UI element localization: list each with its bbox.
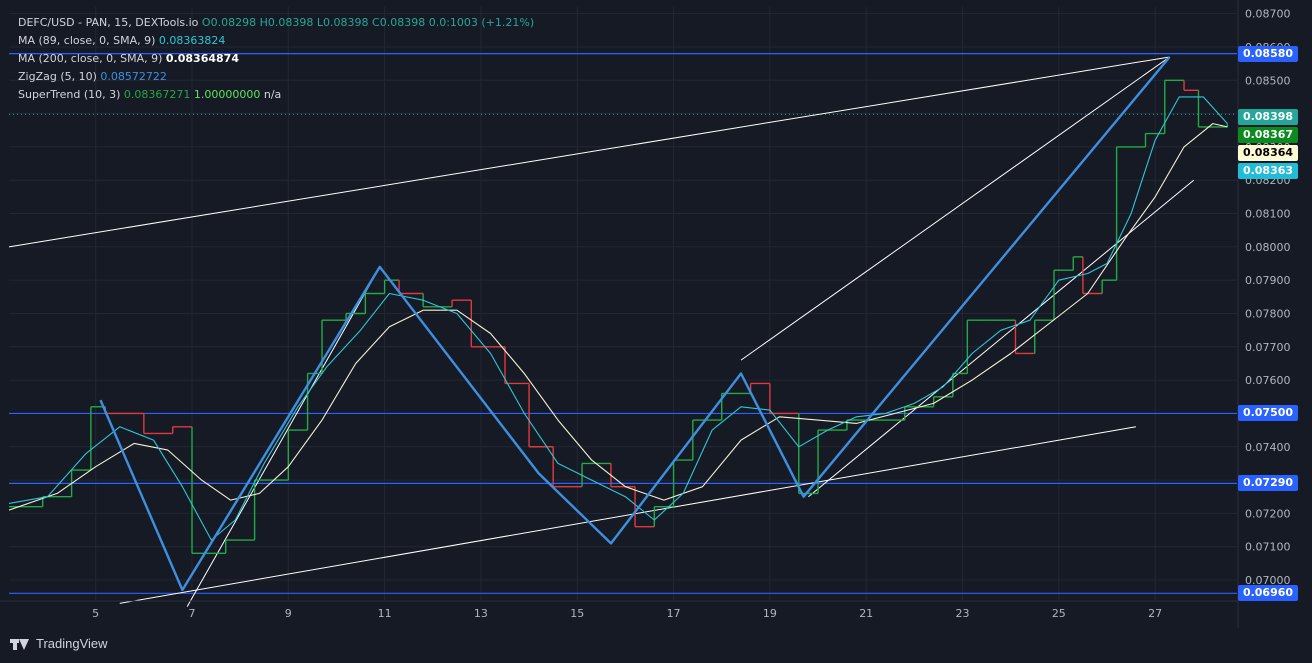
ma89-row[interactable]: MA (89, close, 0, SMA, 9) 0.08363824 (18, 32, 534, 50)
price-tick-label: 0.07800 (1245, 307, 1291, 320)
price-tick-label: 0.08500 (1245, 74, 1291, 87)
supertrend-value-1: 0.08367271 (123, 88, 191, 101)
time-tick-label: 23 (956, 607, 970, 620)
ohlc-close: 0.08398 (379, 16, 426, 29)
time-tick-label: 13 (474, 607, 488, 620)
time-tick-label: 25 (1052, 607, 1066, 620)
price-tick-label: 0.07000 (1245, 574, 1291, 587)
trend-line (186, 266, 381, 607)
ma89-curve (8, 96, 1228, 541)
price-tag: 0.08367 (1238, 127, 1298, 143)
symbol-row[interactable]: DEFC/USD - PAN, 15, DEXTools.io O0.08298… (18, 14, 534, 32)
price-tag: 0.07500 (1238, 405, 1298, 422)
ma200-value: 0.08364874 (165, 52, 239, 65)
horizontal-levels (9, 53, 1237, 594)
trend-line (119, 426, 1136, 604)
ohlc-low: 0.08398 (323, 16, 369, 29)
time-tick-label: 27 (1148, 607, 1162, 620)
ohlc-change: 0.0:1003 (+1.21%) (428, 16, 535, 29)
price-tick-label: 0.07200 (1245, 507, 1291, 520)
supertrend-value-2: 1.00000000 (193, 88, 261, 101)
supertrend-row[interactable]: SuperTrend (10, 3) 0.08367271 1.00000000… (18, 86, 534, 104)
ohlc-open-label: O (201, 16, 211, 29)
price-tick-label: 0.07600 (1245, 374, 1291, 387)
ma200-curve (8, 123, 1228, 511)
price-tick-label: 0.08000 (1245, 241, 1291, 254)
tradingview-logo[interactable]: TradingView (10, 636, 108, 651)
time-tick-label: 19 (763, 607, 777, 620)
ohlc-open: 0.08298 (210, 16, 257, 29)
ohlc-high-label: H (259, 16, 268, 29)
supertrend-label: SuperTrend (10, 3) (18, 88, 121, 101)
zigzag-line (99, 56, 1171, 592)
ma200-line (8, 123, 1228, 511)
ohlc-close-label: C (372, 16, 380, 29)
zigzag-path (99, 56, 1171, 592)
time-tick-label: 21 (859, 607, 873, 620)
supertrend-value-3: n/a (263, 88, 282, 101)
indicator-legend: DEFC/USD - PAN, 15, DEXTools.io O0.08298… (18, 14, 534, 104)
price-tag: 0.08398 (1238, 109, 1298, 125)
price-tick-label: 0.08100 (1245, 208, 1291, 221)
price-tag: 0.08363 (1238, 163, 1298, 179)
price-tick-label: 0.07700 (1245, 341, 1291, 354)
price-tick-label: 0.08700 (1245, 8, 1291, 21)
ma200-row[interactable]: MA (200, close, 0, SMA, 9) 0.08364874 (18, 50, 534, 68)
time-tick-label: 7 (188, 607, 195, 620)
price-tag: 0.08580 (1238, 45, 1298, 62)
price-tick-label: 0.07900 (1245, 274, 1291, 287)
time-tick-label: 9 (285, 607, 292, 620)
price-tag: 0.06960 (1238, 585, 1298, 602)
trend-line (8, 56, 1170, 248)
zigzag-row[interactable]: ZigZag (5, 10) 0.08572722 (18, 68, 534, 86)
ma89-label: MA (89, close, 0, SMA, 9) (18, 34, 156, 47)
time-tick-label: 15 (570, 607, 584, 620)
price-tick-label: 0.07100 (1245, 541, 1291, 554)
ma89-line (8, 96, 1228, 541)
time-tick-label: 11 (378, 607, 392, 620)
price-tick-label: 0.07400 (1245, 441, 1291, 454)
ma200-label: MA (200, close, 0, SMA, 9) (18, 52, 163, 65)
trend-line (740, 56, 1170, 361)
price-tag: 0.07290 (1238, 475, 1298, 492)
price-axis: 0.087000.086000.085000.084000.083000.082… (1237, 0, 1291, 628)
price-tag: 0.08364 (1238, 145, 1298, 161)
tradingview-logo-icon (10, 637, 30, 651)
ma89-value: 0.08363824 (158, 34, 226, 47)
time-tick-label: 5 (92, 607, 99, 620)
ohlc-low-label: L (316, 16, 324, 29)
ohlc-high: 0.08398 (267, 16, 314, 29)
tradingview-brand: TradingView (36, 636, 108, 651)
symbol-label: DEFC/USD - PAN, 15, DEXTools.io (18, 16, 199, 29)
zigzag-label: ZigZag (5, 10) (18, 70, 97, 83)
time-tick-label: 17 (667, 607, 681, 620)
zigzag-value: 0.08572722 (100, 70, 167, 83)
time-axis: 5 7 9 11 13 15 17 19 21 23 25 27 (0, 600, 1238, 620)
